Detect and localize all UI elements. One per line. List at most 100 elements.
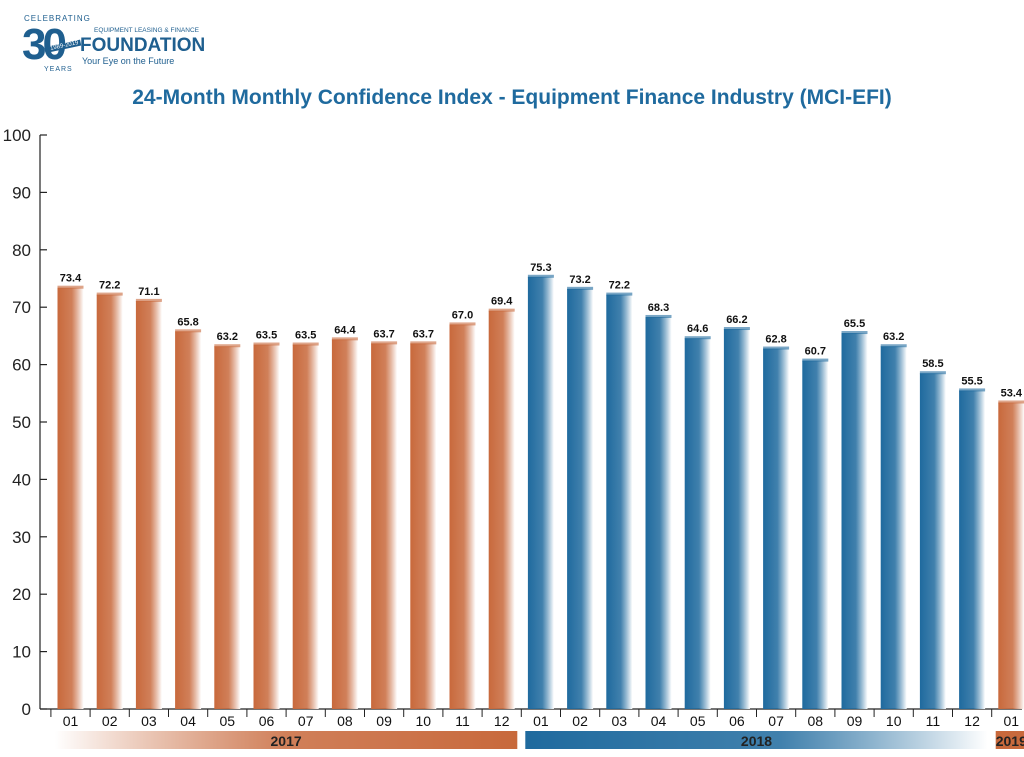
x-tick-label: 06 — [729, 713, 745, 729]
x-tick-label: 12 — [964, 713, 980, 729]
x-tick-label: 10 — [886, 713, 902, 729]
bar — [135, 300, 162, 709]
bar-value-label: 65.8 — [177, 316, 198, 328]
x-tick-label: 05 — [220, 713, 236, 729]
bar-value-label: 73.2 — [569, 274, 590, 286]
bar-top-cap — [723, 327, 750, 331]
bar — [802, 360, 829, 709]
logo-org-name: FOUNDATION — [80, 35, 206, 56]
bar-value-label: 67.0 — [452, 309, 473, 321]
bar — [880, 346, 907, 709]
bar-value-label: 72.2 — [99, 280, 120, 292]
bar — [919, 373, 946, 709]
chart-title: 24-Month Monthly Confidence Index - Equi… — [132, 86, 892, 109]
bar — [645, 316, 672, 709]
bar — [763, 348, 790, 709]
y-tick-label: 10 — [12, 643, 31, 662]
y-tick-label: 50 — [12, 413, 31, 432]
x-tick-label: 02 — [572, 713, 588, 729]
x-tick-label: 05 — [690, 713, 706, 729]
x-tick-label: 03 — [141, 713, 157, 729]
year-band-label: 2018 — [741, 733, 772, 749]
bar-value-label: 72.2 — [609, 280, 630, 292]
bar — [214, 346, 241, 709]
bar — [567, 288, 594, 709]
bar — [723, 329, 750, 709]
y-tick-label: 20 — [12, 585, 31, 604]
bar-value-label: 63.7 — [413, 328, 434, 340]
bar-top-cap — [371, 341, 398, 345]
bar-value-label: 69.4 — [491, 296, 513, 308]
bar-top-cap — [684, 336, 711, 340]
bar — [606, 294, 633, 709]
bar-top-cap — [57, 285, 84, 289]
bar-value-label: 63.5 — [295, 330, 316, 342]
x-tick-label: 01 — [533, 713, 549, 729]
bar — [841, 333, 868, 709]
x-tick-label: 01 — [63, 713, 79, 729]
bar-value-label: 60.7 — [805, 346, 826, 358]
bar-top-cap — [488, 308, 515, 312]
bar — [959, 390, 986, 709]
bar — [57, 287, 84, 709]
y-tick-label: 80 — [12, 241, 31, 260]
bar-value-label: 66.2 — [726, 314, 747, 326]
bar-top-cap — [567, 286, 594, 290]
year-band — [995, 731, 1024, 749]
x-tick-label: 03 — [612, 713, 628, 729]
bar-value-label: 63.7 — [373, 328, 394, 340]
bar-value-label: 62.8 — [765, 334, 786, 346]
bar-top-cap — [449, 322, 476, 326]
y-tick-label: 30 — [12, 528, 31, 547]
bar — [488, 310, 515, 709]
bar-top-cap — [253, 342, 280, 346]
bar-value-label: 63.5 — [256, 330, 277, 342]
bar-value-label: 75.3 — [530, 262, 551, 274]
logo-celebrating-text: CELEBRATING — [24, 14, 91, 23]
bar — [175, 331, 202, 709]
bar — [410, 343, 437, 709]
bar-value-label: 73.4 — [60, 273, 82, 285]
bar-value-label: 71.1 — [138, 286, 159, 298]
x-tick-label: 12 — [494, 713, 510, 729]
bar — [371, 343, 398, 709]
bar-top-cap — [919, 371, 946, 375]
x-tick-label: 08 — [808, 713, 824, 729]
bar — [331, 339, 358, 709]
year-band — [54, 731, 518, 749]
y-tick-label: 60 — [12, 356, 31, 375]
y-tick-label: 70 — [12, 298, 31, 317]
bar-value-label: 64.6 — [687, 323, 708, 335]
bar-top-cap — [959, 388, 986, 392]
bar — [527, 276, 554, 709]
logo-years-text: YEARS — [44, 66, 73, 73]
bar — [96, 294, 123, 709]
x-tick-label: 07 — [298, 713, 314, 729]
logo-org-line: EQUIPMENT LEASING & FINANCE — [94, 27, 199, 34]
bar-top-cap — [410, 341, 437, 345]
x-tick-label: 07 — [768, 713, 784, 729]
x-tick-label: 04 — [180, 713, 196, 729]
bar-value-label: 63.2 — [217, 331, 238, 343]
y-tick-label: 100 — [3, 126, 31, 145]
y-tick-label: 90 — [12, 183, 31, 202]
bar-top-cap — [606, 292, 633, 296]
x-tick-label: 04 — [651, 713, 667, 729]
x-tick-label: 11 — [926, 713, 941, 729]
bar-top-cap — [802, 358, 829, 362]
year-band-label: 2019 — [996, 733, 1024, 749]
bar-value-label: 53.4 — [1001, 387, 1023, 399]
bar-value-label: 63.2 — [883, 331, 904, 343]
bar-top-cap — [645, 314, 672, 318]
bar-value-label: 65.5 — [844, 318, 865, 330]
bar-top-cap — [96, 292, 123, 296]
bar — [998, 402, 1024, 709]
x-tick-label: 01 — [1004, 713, 1020, 729]
x-tick-label: 08 — [337, 713, 353, 729]
bar-value-label: 64.4 — [334, 324, 356, 336]
bar-top-cap — [880, 344, 907, 348]
x-tick-label: 02 — [102, 713, 118, 729]
bar-value-label: 58.5 — [922, 358, 943, 370]
bar — [684, 338, 711, 709]
